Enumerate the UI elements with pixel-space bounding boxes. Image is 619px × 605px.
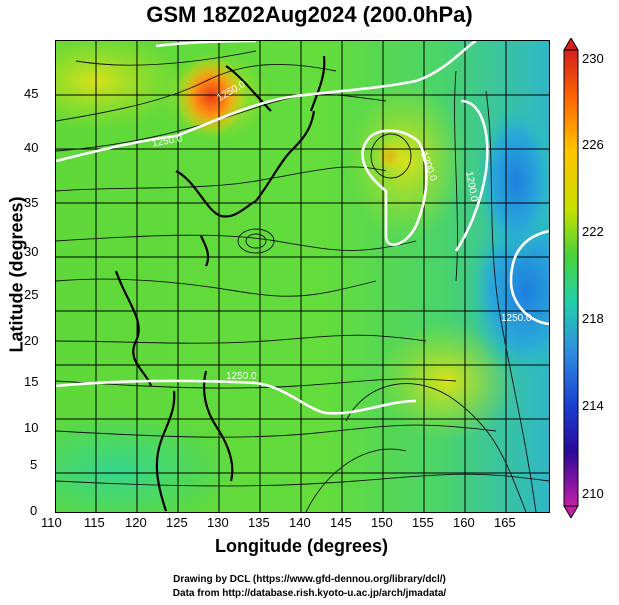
- y-tick: 30: [24, 244, 39, 259]
- streamlines: [56, 50, 549, 512]
- credit-line: Drawing by DCL (https://www.gfd-dennou.o…: [173, 574, 446, 585]
- grid-lines: [56, 41, 549, 512]
- map-plot-area: 1250.0 1200.0 1250.0 1200.0 1250.0 1250.…: [55, 40, 550, 513]
- x-tick: 115: [84, 515, 105, 530]
- y-tick: 5: [30, 457, 38, 472]
- x-tick: 160: [453, 515, 475, 530]
- y-tick: 10: [24, 420, 39, 435]
- x-tick: 130: [207, 515, 229, 530]
- y-tick: 25: [24, 287, 39, 302]
- contour-label: 1250.0: [226, 371, 257, 382]
- credit-line: Data from http://database.rish.kyoto-u.a…: [172, 588, 447, 599]
- map-title: GSM 18Z02Aug2024 (200.0hPa): [146, 2, 473, 27]
- x-tick: 145: [330, 515, 352, 530]
- y-tick: 40: [24, 140, 39, 155]
- x-tick: 140: [289, 515, 311, 530]
- x-tick: 135: [248, 515, 270, 530]
- colorbar: [563, 38, 579, 518]
- x-axis-label: Longitude (degrees): [214, 536, 388, 556]
- temperature-field: [56, 41, 549, 512]
- y-tick: 0: [30, 503, 38, 518]
- y-tick: 20: [24, 333, 39, 348]
- x-tick: 150: [371, 515, 393, 530]
- y-tick: 35: [24, 195, 39, 210]
- colorbar-label: 210: [582, 486, 604, 501]
- colorbar-label: 214: [582, 398, 604, 413]
- contour-label: 1250.0: [501, 313, 532, 324]
- colorbar-label: 222: [582, 224, 604, 239]
- colorbar-label: 230: [582, 51, 604, 66]
- y-tick: 45: [24, 86, 39, 101]
- y-tick: 15: [24, 374, 39, 389]
- x-tick: 125: [166, 515, 188, 530]
- x-tick: 120: [125, 515, 147, 530]
- colorbar-label: 226: [582, 137, 604, 152]
- x-tick: 155: [412, 515, 434, 530]
- contour-lines: [56, 41, 549, 415]
- x-tick: 165: [494, 515, 516, 530]
- colorbar-label: 218: [582, 311, 604, 326]
- x-tick: 110: [41, 515, 62, 530]
- coastlines: [114, 55, 326, 512]
